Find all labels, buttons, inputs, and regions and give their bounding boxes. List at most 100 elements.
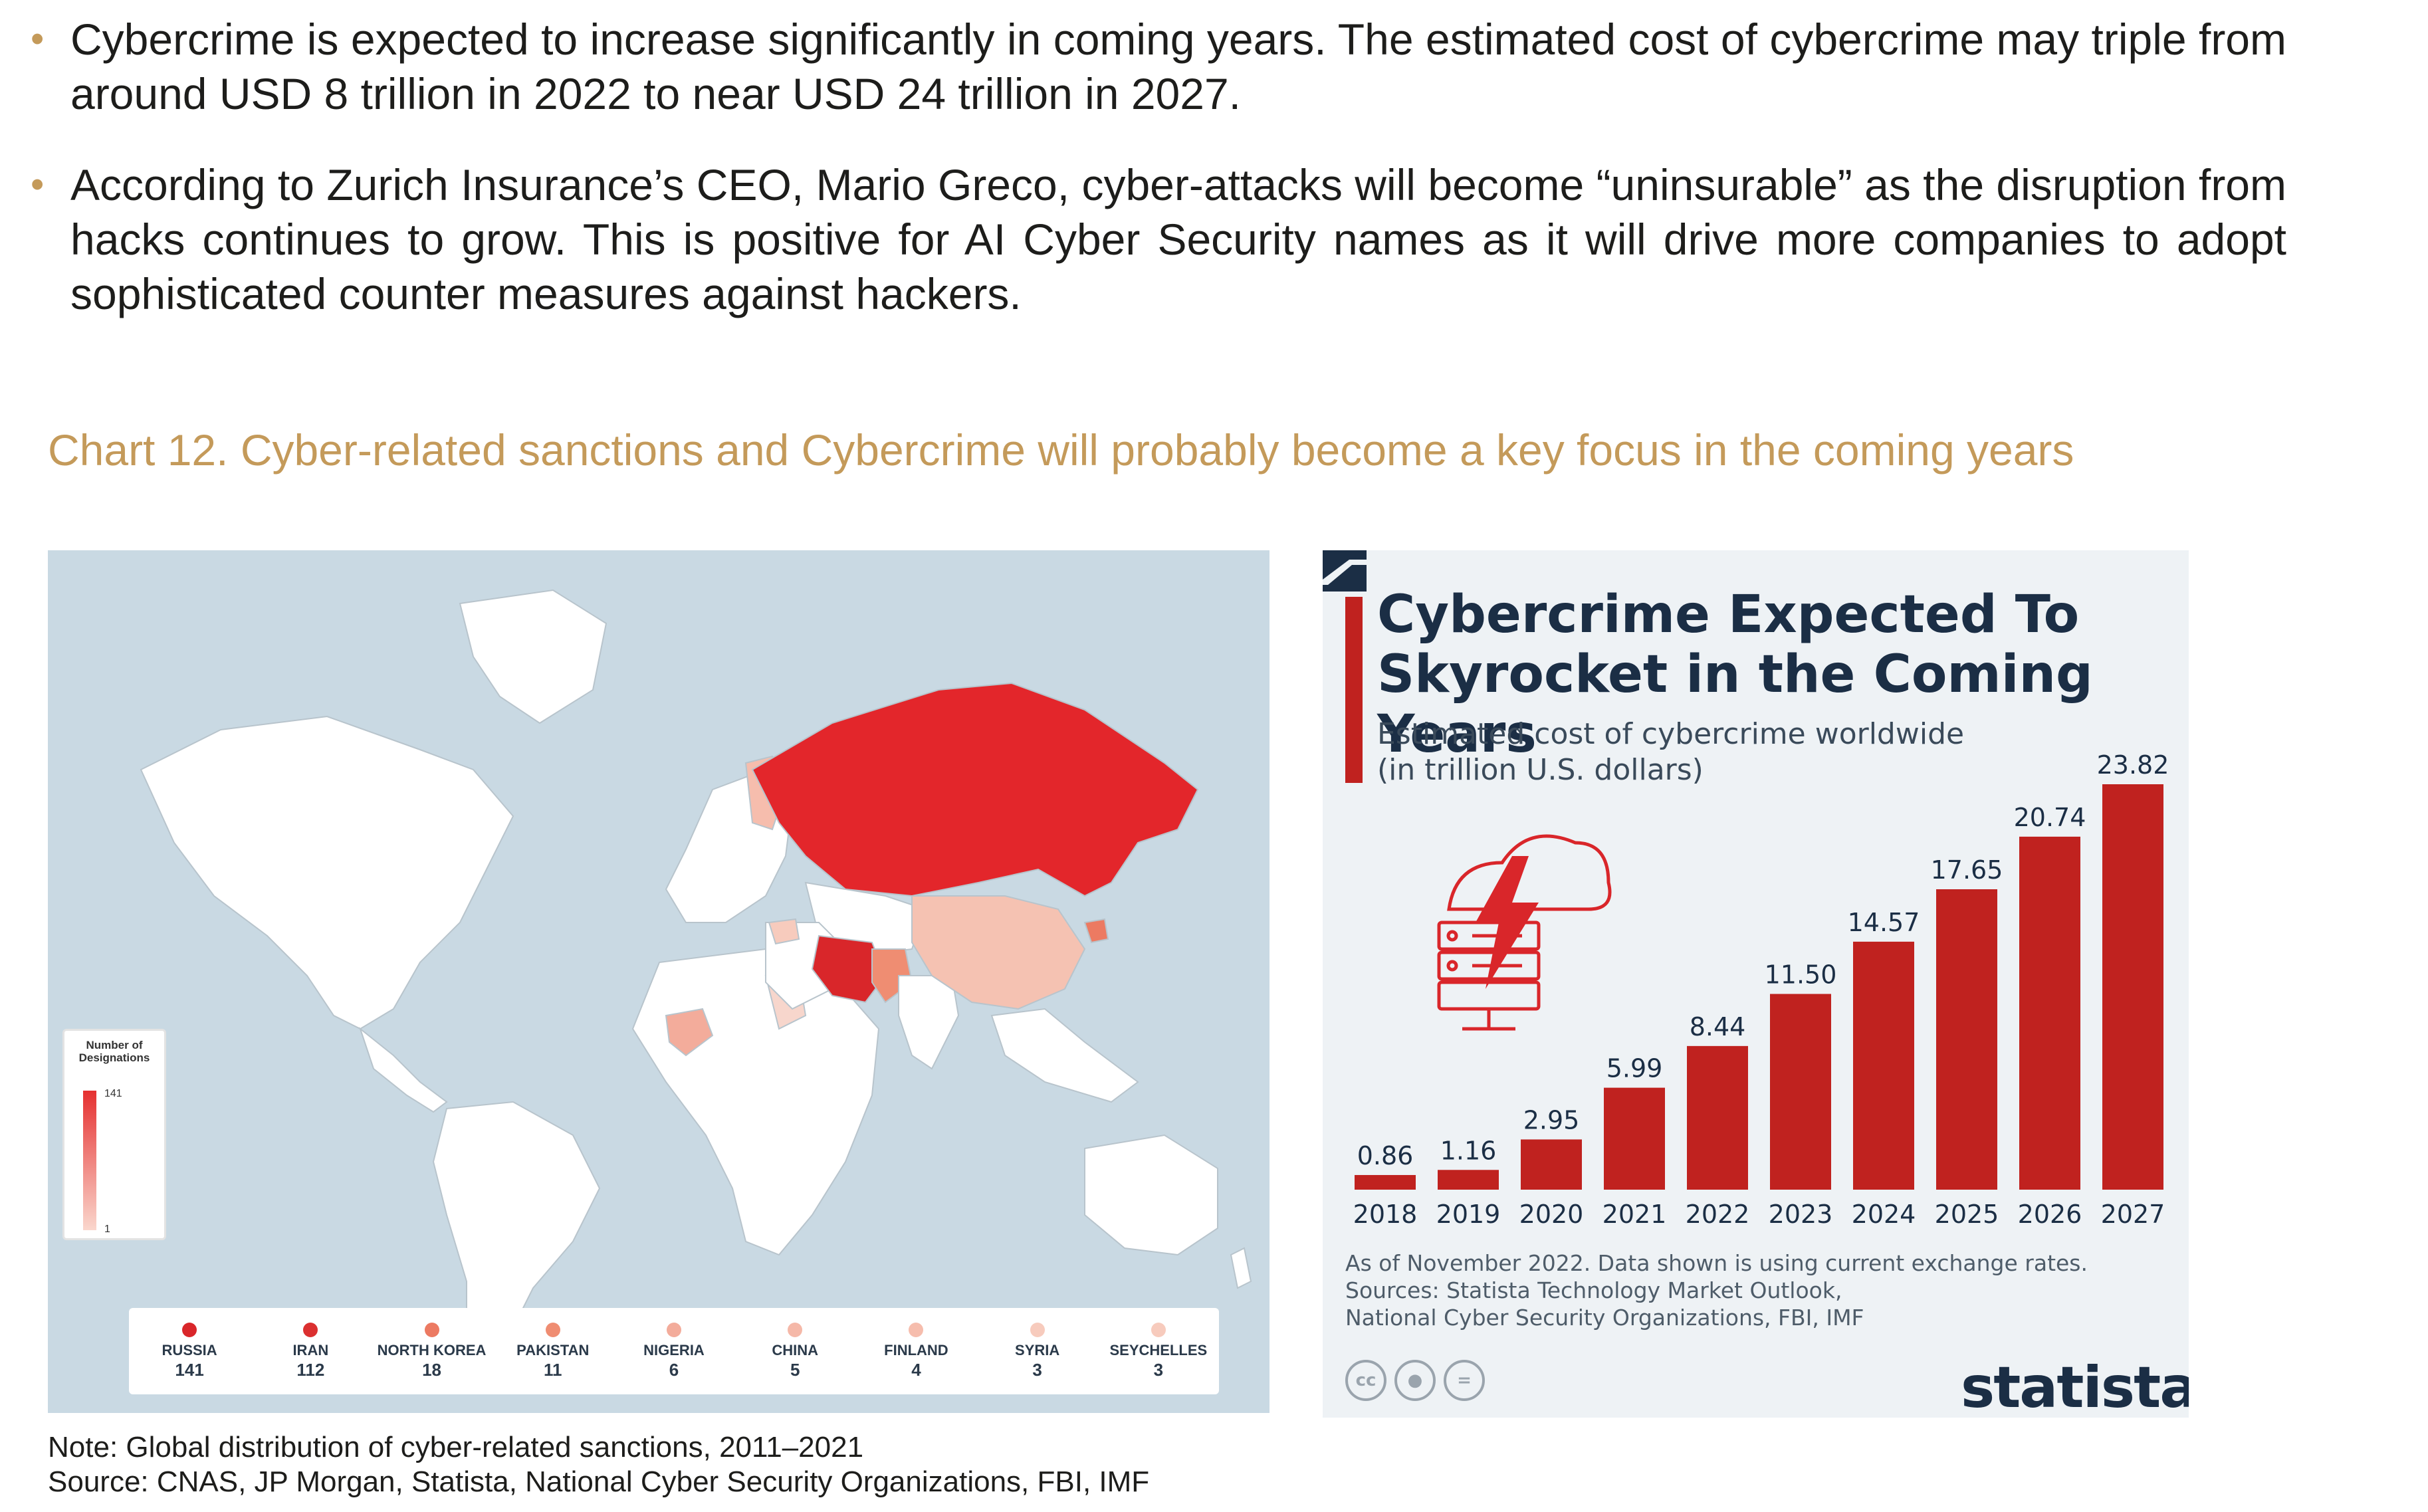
- statista-logo-mark-icon: [1323, 550, 1367, 592]
- bar-2020: [1521, 1139, 1582, 1190]
- bar-value-label: 17.65: [1931, 855, 2003, 885]
- bar-value-label: 14.57: [1848, 908, 1920, 937]
- country-value: 18: [422, 1360, 441, 1380]
- x-tick-label: 2023: [1769, 1200, 1833, 1229]
- country-name: NORTH KOREA: [377, 1342, 487, 1358]
- bar-2024: [1853, 941, 1914, 1190]
- country-entry: RUSSIA 141: [129, 1308, 250, 1394]
- bar-chart: 0.86 2018 1.16 2019 2.95 2020 5.99 2021 8.44 2022…: [1353, 750, 2169, 1229]
- statista-logo[interactable]: statista: [1961, 1354, 2189, 1418]
- country-dot-icon: [909, 1323, 924, 1337]
- bar-value-label: 1.16: [1440, 1136, 1497, 1165]
- x-tick-label: 2026: [2018, 1200, 2082, 1229]
- world-map-shapes: [140, 589, 1252, 1383]
- country-value: 112: [296, 1360, 325, 1380]
- license-icons: cc ● =: [1345, 1360, 1485, 1401]
- country-value: 5: [790, 1360, 800, 1380]
- map-iran: [811, 934, 887, 1004]
- infographic-title: Cybercrime Expected To Skyrocket in the …: [1377, 585, 2189, 764]
- bar-value-label: 2.95: [1523, 1105, 1580, 1134]
- country-value: 141: [175, 1360, 204, 1380]
- country-dot-icon: [788, 1323, 803, 1337]
- bar-2027: [2102, 784, 2163, 1190]
- country-value: 3: [1032, 1360, 1042, 1380]
- bullet-list: • Cybercrime is expected to increase sig…: [27, 12, 2286, 358]
- bar-2025: [1936, 889, 1997, 1190]
- bar-value-label: 0.86: [1357, 1141, 1414, 1170]
- country-name: FINLAND: [884, 1342, 948, 1358]
- map-australia: [1084, 1134, 1218, 1256]
- footnote-line: Sources: Statista Technology Market Outl…: [1345, 1277, 1842, 1303]
- bullet-dot-icon: •: [31, 163, 45, 206]
- bar-value-label: 8.44: [1690, 1012, 1746, 1041]
- footnote-line: As of November 2022. Data shown is using…: [1345, 1250, 2088, 1276]
- infographic-subtitle-line: Estimated cost of cybercrime worldwide: [1377, 717, 1965, 751]
- country-value: 6: [669, 1360, 679, 1380]
- country-dot-icon: [545, 1323, 560, 1337]
- map-russia: [751, 682, 1199, 897]
- country-value: 11: [544, 1360, 562, 1380]
- country-entry: CHINA 5: [734, 1308, 855, 1394]
- bar-2022: [1687, 1045, 1748, 1190]
- infographic-subtitle: Estimated cost of cybercrime worldwide (…: [1377, 716, 1964, 788]
- country-dot-icon: [424, 1323, 439, 1337]
- cc-icon[interactable]: cc: [1345, 1360, 1386, 1401]
- statista-infographic: Cybercrime Expected To Skyrocket in the …: [1323, 550, 2189, 1418]
- x-tick-label: 2018: [1353, 1200, 1418, 1229]
- country-entry: FINLAND 4: [855, 1308, 976, 1394]
- country-name: SYRIA: [1015, 1342, 1060, 1358]
- lightning-bolt-icon: [1476, 856, 1539, 989]
- map-india: [898, 975, 960, 1070]
- attribution-icon[interactable]: ●: [1394, 1360, 1436, 1401]
- legend-title: Number of Designations: [78, 1039, 150, 1064]
- bar-2026: [2019, 836, 2080, 1190]
- country-name: NIGERIA: [643, 1342, 705, 1358]
- bullet-item: • According to Zurich Insurance’s CEO, M…: [27, 158, 2286, 321]
- bullet-item: • Cybercrime is expected to increase sig…: [27, 12, 2286, 121]
- map-north-america: [140, 715, 514, 1030]
- infographic-footnote: As of November 2022. Data shown is using…: [1345, 1249, 2088, 1331]
- bar-2023: [1770, 994, 1831, 1190]
- country-dot-icon: [303, 1323, 318, 1337]
- country-entry: SYRIA 3: [977, 1308, 1098, 1394]
- map-syria: [768, 918, 800, 945]
- bullet-text: According to Zurich Insurance’s CEO, Mar…: [70, 160, 2286, 318]
- infographic-subtitle-line: (in trillion U.S. dollars): [1377, 753, 1704, 787]
- bar-2019: [1438, 1170, 1499, 1190]
- title-accent-bar: [1345, 597, 1363, 783]
- x-tick-label: 2024: [1852, 1200, 1916, 1229]
- bullet-dot-icon: •: [31, 17, 45, 60]
- x-tick-label: 2022: [1686, 1200, 1750, 1229]
- country-entry: SEYCHELLES 3: [1098, 1308, 1219, 1394]
- legend-min-label: 1: [104, 1224, 110, 1235]
- chart-note: Note: Global distribution of cyber-relat…: [48, 1430, 1149, 1499]
- country-name: SEYCHELLES: [1109, 1342, 1208, 1358]
- bar-value-label: 11.50: [1765, 960, 1837, 989]
- map-legend: Number of Designations 141 1: [62, 1029, 166, 1240]
- country-dot-icon: [1151, 1323, 1166, 1337]
- map-nigeria: [665, 1008, 714, 1057]
- x-tick-label: 2020: [1519, 1200, 1584, 1229]
- no-derivatives-icon[interactable]: =: [1444, 1360, 1485, 1401]
- source-text: Source: CNAS, JP Morgan, Statista, Natio…: [48, 1465, 1150, 1498]
- chart-title: Chart 12. Cyber-related sanctions and Cy…: [48, 425, 2074, 475]
- infographic-title-line: Skyrocket in the Coming Years: [1377, 645, 2093, 764]
- country-designation-strip: RUSSIA 141 IRAN 112 NORTH KOREA 18 PAKISTAN 11 N…: [129, 1308, 1219, 1394]
- sanctions-world-map: Number of Designations 141 1 RUSSIA 141 IR…: [48, 550, 1269, 1413]
- map-central-america: [358, 1027, 448, 1113]
- map-greenland: [459, 589, 607, 724]
- x-tick-label: 2021: [1602, 1200, 1667, 1229]
- footnote-line: National Cyber Security Organizations, F…: [1345, 1305, 1864, 1331]
- x-tick-label: 2027: [2101, 1200, 2165, 1229]
- country-dot-icon: [666, 1323, 681, 1337]
- country-value: 3: [1153, 1360, 1164, 1380]
- map-southeast-asia: [990, 1008, 1139, 1103]
- bar-2018: [1355, 1174, 1416, 1190]
- bar-value-label: 5.99: [1606, 1054, 1663, 1083]
- country-entry: NORTH KOREA 18: [371, 1308, 492, 1394]
- bullet-text: Cybercrime is expected to increase signi…: [70, 15, 2286, 118]
- note-text: Note: Global distribution of cyber-relat…: [48, 1431, 864, 1463]
- country-dot-icon: [182, 1323, 197, 1337]
- bar-value-label: 23.82: [2097, 750, 2169, 780]
- map-china: [911, 895, 1086, 1010]
